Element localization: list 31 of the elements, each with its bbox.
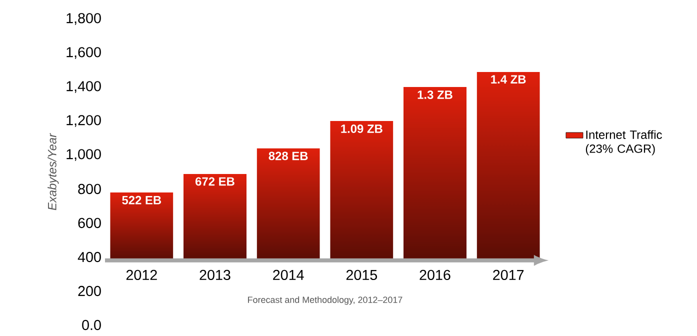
text: 1.3 ZB <box>418 90 452 100</box>
y-tick-label: 1,000 <box>66 149 101 161</box>
bar <box>476 72 540 260</box>
y-tick-label: 600 <box>78 218 101 228</box>
bar <box>183 174 247 260</box>
bar <box>330 121 394 260</box>
x-tick-label: 2013 <box>200 270 230 280</box>
y-axis-title: Exabytes/Year <box>48 133 59 210</box>
legend-label: Internet Traffic (23% CAGR) <box>586 130 662 156</box>
x-tick-label: 2014 <box>273 270 304 280</box>
y-tick-label: 200 <box>78 286 101 296</box>
x-tick-label: 2016 <box>420 270 450 280</box>
x-tick-label: 2012 <box>126 270 157 280</box>
y-tick-label: 1,800 <box>66 13 101 25</box>
bar <box>256 148 320 260</box>
y-tick-label: 400 <box>78 252 101 262</box>
x-tick-label: 2017 <box>493 270 524 280</box>
y-tick-label: 1,600 <box>66 47 101 59</box>
text: 522 EB <box>122 196 162 204</box>
x-tick-label: 2015 <box>346 270 378 280</box>
y-tick-label: 1,200 <box>66 115 101 127</box>
text: 828 EB <box>268 152 308 160</box>
y-tick-label: 800 <box>78 184 101 194</box>
y-tick-label: 1,400 <box>66 81 101 93</box>
annotation: Forecast and Methodology, 2012–2017 <box>248 296 402 305</box>
text: 672 EB <box>196 177 234 186</box>
text: 1.4 ZB <box>491 75 526 84</box>
text: 1.09 ZB <box>341 124 382 133</box>
y-tick-label: 0.0 <box>82 320 101 330</box>
bar <box>110 192 174 260</box>
bar <box>403 87 467 260</box>
